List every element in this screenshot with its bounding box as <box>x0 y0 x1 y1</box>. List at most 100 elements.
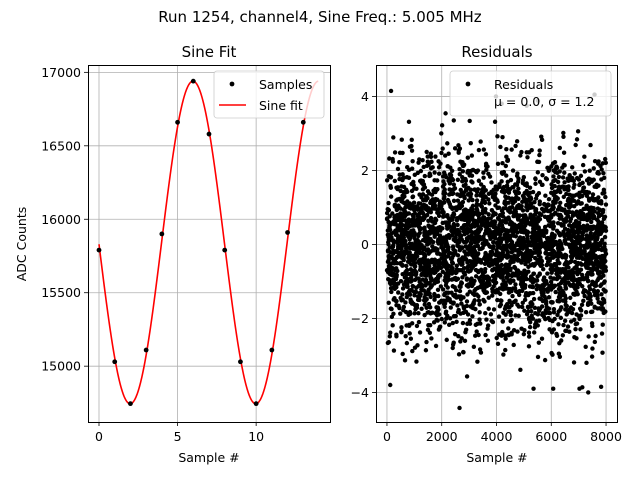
residual-point <box>590 346 595 351</box>
residual-point <box>465 168 471 174</box>
residual-point <box>419 306 424 312</box>
residual-point <box>462 195 467 201</box>
residual-point <box>602 215 607 220</box>
residual-point <box>400 177 405 183</box>
residual-point <box>457 229 462 234</box>
residual-point <box>411 301 416 307</box>
residual-point <box>524 181 529 186</box>
residual-point <box>505 267 511 272</box>
sine-fit-xlabel: Sample # <box>178 450 239 465</box>
residual-point <box>408 219 414 224</box>
residual-point <box>401 211 406 217</box>
residual-point <box>588 233 593 238</box>
residual-point <box>583 189 588 195</box>
residual-point <box>404 340 410 346</box>
residual-point <box>445 141 450 146</box>
residual-point <box>420 178 426 184</box>
residual-point <box>601 225 606 231</box>
residual-point <box>390 255 395 261</box>
residual-point <box>592 292 598 298</box>
residual-point <box>495 297 500 303</box>
residual-point <box>464 277 470 282</box>
residual-point <box>486 212 491 217</box>
residual-point <box>516 313 521 319</box>
residual-point <box>586 181 592 186</box>
residual-point <box>474 206 479 212</box>
residual-point <box>518 153 523 158</box>
residual-point <box>446 216 451 221</box>
residual-point <box>438 161 443 166</box>
residual-point <box>509 317 515 323</box>
residual-point <box>438 228 443 233</box>
residual-point <box>386 174 392 179</box>
residual-point <box>579 216 584 222</box>
residual-point <box>473 232 479 237</box>
residual-point <box>536 340 542 345</box>
residual-point <box>451 198 457 203</box>
residual-point <box>477 302 482 307</box>
residual-point <box>509 233 514 238</box>
residual-point <box>450 301 456 306</box>
residual-point <box>396 236 402 241</box>
residual-point <box>486 295 491 300</box>
residual-point <box>503 286 508 291</box>
residual-point <box>512 265 518 271</box>
residual-point <box>556 299 562 304</box>
residual-point <box>506 309 511 314</box>
residual-point <box>445 164 451 169</box>
residual-point <box>453 313 458 319</box>
residual-point <box>549 182 554 187</box>
residual-point <box>579 254 584 260</box>
residual-point <box>532 330 537 335</box>
residual-point <box>442 320 447 325</box>
residual-point <box>400 172 405 177</box>
residual-point <box>514 256 520 261</box>
residual-point <box>537 261 542 267</box>
residual-point <box>423 348 429 353</box>
residual-point <box>439 150 444 156</box>
residual-point <box>429 336 434 341</box>
residual-point <box>388 194 394 199</box>
residual-point <box>417 330 423 335</box>
residual-point <box>470 291 476 296</box>
residual-point <box>560 175 566 180</box>
y-tick-label: 0 <box>361 237 369 252</box>
residual-point <box>526 150 532 155</box>
residual-point <box>392 150 398 155</box>
residual-point <box>598 283 603 289</box>
residual-point <box>516 179 521 184</box>
residual-point <box>429 192 435 197</box>
residual-point <box>531 296 537 302</box>
residual-point <box>599 167 604 172</box>
residual-point <box>395 240 400 246</box>
residual-point <box>430 310 435 315</box>
sample-point <box>238 359 243 365</box>
residual-point <box>495 242 501 248</box>
residual-point <box>481 147 487 152</box>
residual-point <box>563 299 568 304</box>
residual-point <box>516 215 521 220</box>
residual-point <box>595 296 600 301</box>
residual-point <box>501 278 506 283</box>
residual-point <box>538 236 543 242</box>
residual-point <box>432 170 437 175</box>
residual-point <box>555 266 560 271</box>
residual-point <box>557 354 563 360</box>
residual-point <box>441 200 446 205</box>
residual-point <box>565 213 570 219</box>
residual-point <box>462 210 467 215</box>
residual-point <box>546 168 552 173</box>
residual-point <box>414 359 419 364</box>
residual-point <box>481 297 486 303</box>
residual-point <box>504 146 509 152</box>
residual-point <box>592 209 597 214</box>
residual-point <box>424 305 429 310</box>
residual-point <box>406 119 412 125</box>
residual-point <box>462 338 468 344</box>
residual-point <box>459 245 464 250</box>
residual-point <box>503 216 508 221</box>
residual-point <box>569 277 574 282</box>
residual-point <box>470 197 475 203</box>
legend-residuals-marker <box>465 81 471 87</box>
residual-point <box>498 291 503 297</box>
